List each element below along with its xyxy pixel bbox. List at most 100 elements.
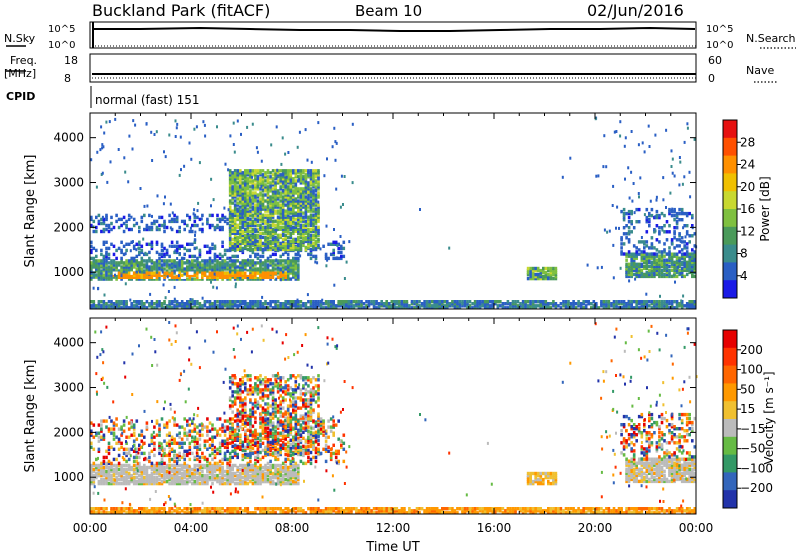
- data-cell: [150, 277, 154, 281]
- data-cell: [347, 304, 351, 308]
- data-cell: [289, 277, 293, 281]
- data-cell: [148, 477, 151, 482]
- data-cell: [297, 209, 300, 213]
- data-cell: [271, 481, 275, 486]
- colorbar-segment: [723, 209, 737, 228]
- data-cell: [438, 306, 441, 310]
- data-cell: [186, 300, 189, 304]
- data-cell: [160, 263, 164, 267]
- data-cell: [423, 302, 426, 306]
- data-cell: [223, 481, 227, 486]
- data-cell: [640, 256, 644, 260]
- data-cell: [658, 274, 661, 279]
- data-cell: [627, 272, 631, 277]
- data-cell: [337, 256, 340, 261]
- data-cell: [218, 306, 222, 310]
- data-cell: [637, 240, 641, 244]
- data-cell: [637, 262, 641, 266]
- data-cell: [221, 267, 224, 271]
- data-cell: [249, 467, 252, 472]
- data-cell: [239, 177, 242, 181]
- data-cell: [226, 475, 229, 480]
- data-cell: [261, 277, 265, 281]
- data-cell: [201, 267, 204, 271]
- data-cell: [441, 304, 444, 308]
- data-cell: [231, 229, 234, 233]
- data-cell: [259, 225, 262, 229]
- data-cell: [668, 306, 671, 310]
- data-cell: [274, 245, 277, 250]
- data-cell: [645, 207, 649, 212]
- data-cell: [269, 203, 272, 207]
- data-cell: [196, 471, 199, 476]
- data-cell: [163, 471, 166, 476]
- data-cell: [294, 300, 298, 304]
- data-cell: [228, 187, 232, 191]
- data-cell: [135, 463, 139, 468]
- data-cell: [670, 258, 674, 262]
- data-cell: [298, 178, 301, 182]
- data-cell: [165, 263, 169, 267]
- data-cell: [256, 203, 260, 207]
- data-cell: [539, 300, 542, 304]
- data-cell: [292, 304, 295, 308]
- data-cell: [319, 247, 322, 251]
- data-cell: [284, 261, 287, 265]
- data-cell: [466, 306, 469, 310]
- data-cell: [299, 254, 302, 258]
- data-cell: [337, 304, 340, 308]
- data-cell: [233, 223, 237, 227]
- data-cell: [107, 269, 111, 273]
- data-cell: [178, 261, 181, 265]
- data-cell: [244, 213, 247, 217]
- y-tick-label: 1000: [53, 265, 84, 279]
- data-cell: [206, 219, 209, 224]
- data-cell: [175, 304, 179, 308]
- data-cell: [284, 237, 287, 242]
- data-cell: [292, 271, 295, 275]
- data-cell: [146, 204, 149, 208]
- data-cell: [259, 254, 262, 259]
- data-cell: [274, 195, 277, 199]
- data-cell: [673, 236, 676, 240]
- data-cell: [221, 467, 224, 472]
- data-cell: [275, 125, 278, 129]
- colorbar-segment: [723, 173, 737, 192]
- data-cell: [625, 254, 628, 258]
- data-cell: [312, 173, 315, 177]
- data-cell: [240, 132, 242, 136]
- data-cell: [270, 143, 273, 147]
- data-cell: [625, 211, 628, 216]
- data-cell: [125, 473, 128, 478]
- data-cell: [233, 243, 237, 248]
- data-cell: [241, 300, 245, 304]
- data-cell: [178, 471, 181, 476]
- data-cell: [670, 304, 674, 308]
- data-cell: [630, 266, 633, 270]
- data-cell: [188, 275, 192, 279]
- data-cell: [276, 179, 280, 183]
- data-cell: [271, 231, 275, 235]
- data-cell: [281, 209, 285, 213]
- data-cell: [173, 477, 176, 482]
- data-cell: [254, 179, 257, 183]
- data-cell: [297, 256, 300, 261]
- data-cell: [211, 304, 214, 308]
- data-cell: [630, 130, 633, 133]
- data-cell: [198, 248, 202, 253]
- data-cell: [246, 173, 250, 177]
- data-cell: [228, 406, 232, 410]
- data-cell: [150, 242, 154, 246]
- data-cell: [130, 304, 133, 308]
- data-cell: [385, 302, 388, 306]
- data-cell: [544, 302, 548, 306]
- data-cell: [105, 306, 108, 310]
- data-cell: [284, 277, 287, 281]
- data-cell: [292, 209, 295, 213]
- data-cell: [658, 300, 661, 304]
- data-cell: [625, 306, 628, 310]
- data-cell: [165, 304, 169, 308]
- data-cell: [271, 177, 275, 181]
- data-cell: [107, 475, 111, 480]
